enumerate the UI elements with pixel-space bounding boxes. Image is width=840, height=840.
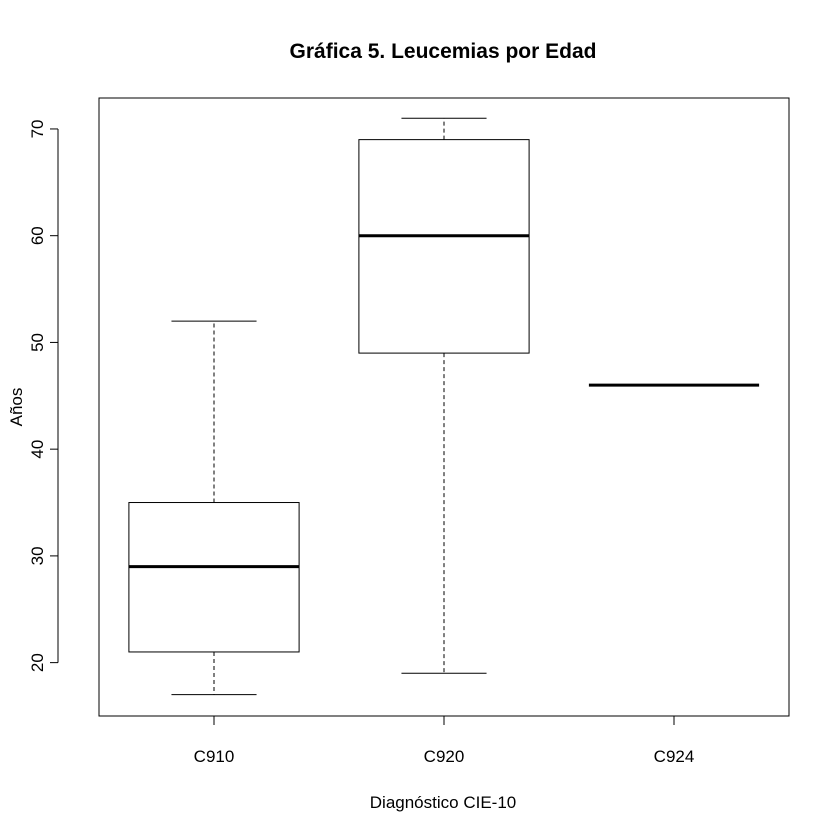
x-tick-label: C924 [654,747,695,766]
x-tick-label: C910 [194,747,235,766]
y-tick-label: 20 [28,653,47,672]
y-tick-label: 70 [28,119,47,138]
y-axis: 20 30 40 50 60 70 [28,119,59,672]
y-axis-label: Años [7,388,26,427]
y-tick-label: 60 [28,226,47,245]
iqr-box [358,139,530,354]
y-tick-label: 40 [28,440,47,459]
box-c910 [128,320,300,696]
x-axis: C910 C920 C924 [194,715,695,766]
x-axis-label: Diagnóstico CIE-10 [370,793,516,812]
box-c920 [358,117,530,674]
boxes [128,117,760,696]
y-tick-label: 50 [28,333,47,352]
iqr-box [128,502,300,653]
x-tick-label: C920 [424,747,465,766]
chart-title: Gráfica 5. Leucemias por Edad [290,40,597,63]
y-tick-label: 30 [28,546,47,565]
